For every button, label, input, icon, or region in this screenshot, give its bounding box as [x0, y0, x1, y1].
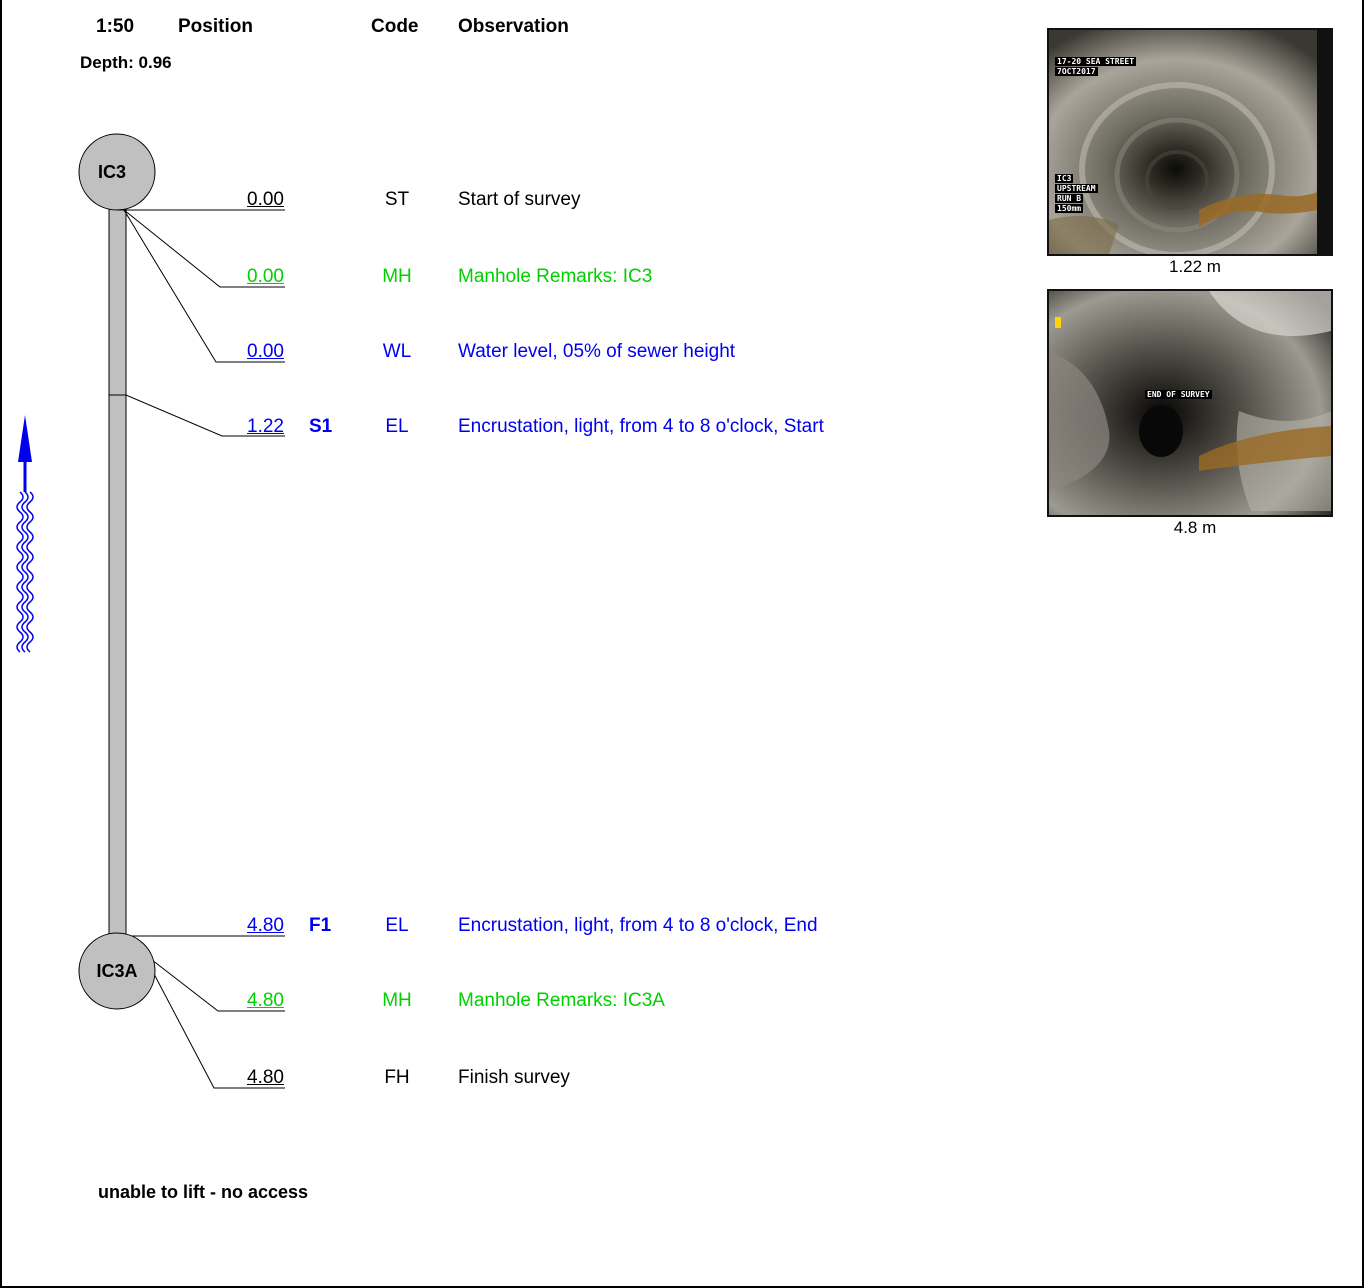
- obs-text: Encrustation, light, from 4 to 8 o'clock…: [458, 416, 824, 437]
- leader-line-wl: [123, 209, 285, 363]
- obs-position: 1.22: [247, 416, 284, 437]
- photo-caption: 1.22 m: [1169, 257, 1221, 276]
- photo-overlay-text: UPSTREAM: [1055, 184, 1098, 193]
- depth-label: Depth: 0.96: [80, 53, 172, 72]
- obs-position: 4.80: [247, 1067, 284, 1088]
- obs-code: MH: [382, 266, 412, 287]
- observation-header: Observation: [458, 16, 569, 37]
- pipe-interior-image: [1049, 291, 1331, 515]
- footer-note: unable to lift - no access: [98, 1182, 309, 1202]
- photo-overlay-text: 150mm: [1055, 204, 1084, 213]
- position-header: Position: [178, 16, 253, 37]
- flow-up-arrow-icon: [16, 415, 34, 653]
- photo-overlay-text: 17-20 SEA STREET: [1055, 57, 1137, 66]
- photo-overlay-text: END OF SURVEY: [1145, 390, 1212, 399]
- obs-position: 4.80: [247, 990, 284, 1011]
- obs-code: MH: [382, 990, 412, 1011]
- survey-photo-2[interactable]: END OF SURVEY: [1047, 289, 1333, 517]
- obs-code: EL: [385, 915, 409, 936]
- manhole-finish-label: IC3A: [96, 961, 138, 981]
- leader-line-mh: [123, 209, 285, 288]
- obs-text: Finish survey: [458, 1067, 570, 1088]
- photo-overlay-text: IC3: [1055, 174, 1074, 183]
- leader-line-mh2: [142, 952, 285, 1012]
- leader-line-fh: [142, 952, 285, 1089]
- manhole-finish-circle: [78, 932, 156, 1010]
- obs-text: Manhole Remarks: IC3: [458, 266, 653, 287]
- obs-position: 0.00: [247, 341, 284, 362]
- obs-text: Start of survey: [458, 189, 581, 210]
- scale-label: 1:50: [96, 16, 135, 37]
- obs-code: ST: [384, 189, 410, 210]
- code-header: Code: [371, 16, 419, 37]
- obs-text: Encrustation, light, from 4 to 8 o'clock…: [458, 915, 818, 936]
- obs-position: 0.00: [247, 266, 284, 287]
- photo-overlay-text: RUN B: [1055, 194, 1084, 203]
- obs-section: S1: [309, 416, 333, 437]
- manhole-start-label: IC3: [98, 162, 127, 182]
- obs-position: 4.80: [247, 915, 284, 936]
- survey-photo-1[interactable]: 17-20 SEA STREET 7OCT2017 IC3 UPSTREAM R…: [1047, 28, 1333, 256]
- pipe-body: [108, 207, 127, 939]
- manhole-start-circle: [78, 133, 156, 211]
- obs-code: EL: [385, 416, 409, 437]
- leader-line-s1: [125, 394, 285, 437]
- obs-code: FH: [384, 1067, 410, 1088]
- photo-caption: 4.8 m: [1173, 518, 1217, 537]
- obs-code: WL: [382, 341, 412, 362]
- obs-section: F1: [309, 915, 332, 936]
- obs-text: Manhole Remarks: IC3A: [458, 990, 665, 1011]
- obs-position: 0.00: [247, 189, 284, 210]
- photo-overlay-text: 7OCT2017: [1055, 67, 1098, 76]
- obs-text: Water level, 05% of sewer height: [458, 341, 736, 362]
